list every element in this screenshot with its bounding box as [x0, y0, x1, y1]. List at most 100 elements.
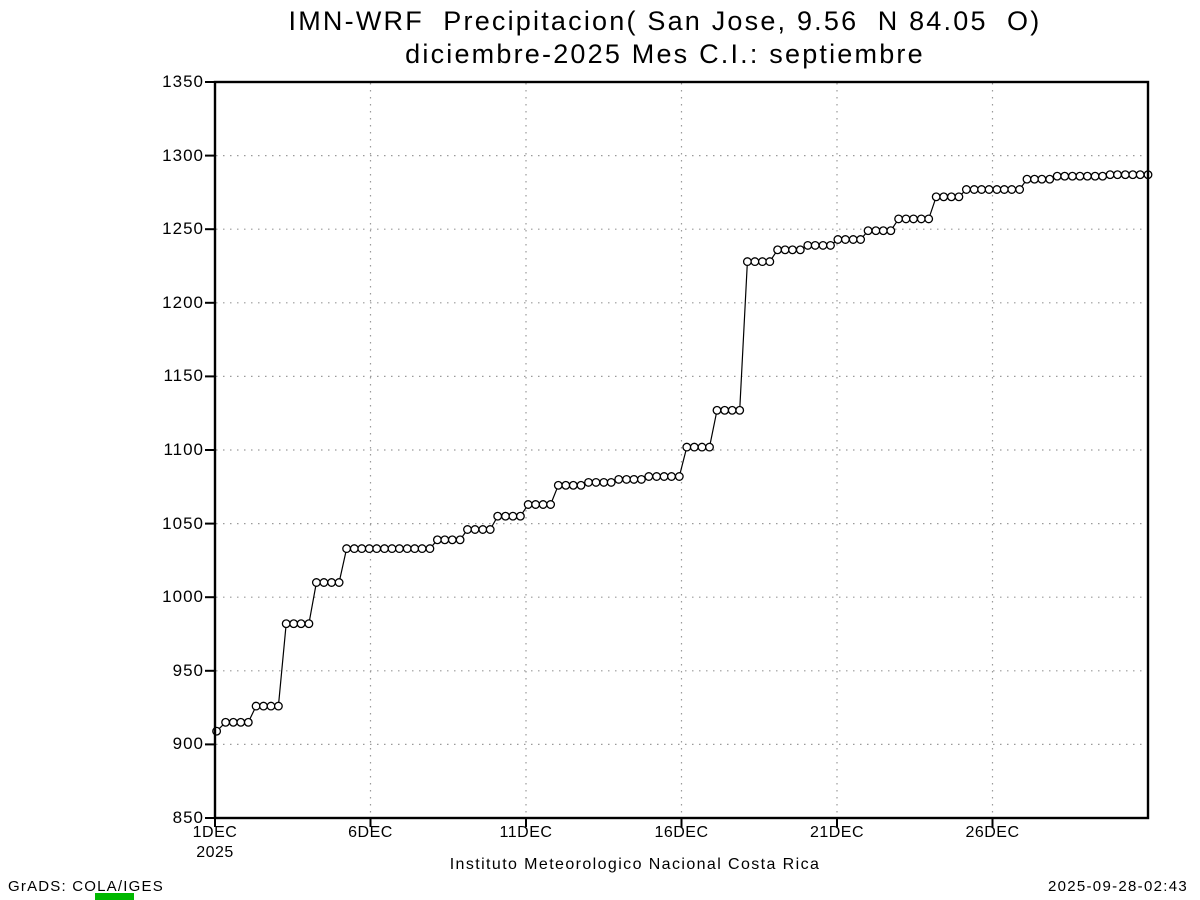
data-point-marker [342, 544, 352, 554]
data-point-marker [1082, 171, 1092, 181]
data-point-marker [576, 480, 586, 490]
data-point-marker [538, 500, 548, 509]
data-point-marker [1128, 170, 1138, 180]
data-point-marker [795, 245, 805, 255]
data-point-marker [296, 619, 306, 629]
generated-timestamp: 2025-09-28-02:43 [1047, 878, 1188, 895]
data-point-marker [508, 511, 518, 521]
data-point-marker [1105, 170, 1115, 180]
data-point-marker [273, 701, 283, 711]
data-point-marker [705, 442, 714, 452]
data-point-marker [674, 472, 684, 481]
data-point-marker [599, 477, 609, 487]
data-point-marker [946, 192, 956, 202]
y-tick-label: 1150 [163, 366, 204, 386]
data-point-marker [606, 477, 616, 487]
data-point-marker [667, 472, 676, 481]
data-point-marker [833, 235, 843, 244]
x-tick-label: 21DEC [809, 824, 865, 841]
data-point-marker [410, 544, 420, 554]
data-point-marker [773, 245, 783, 255]
data-point-marker [221, 717, 231, 727]
data-point-marker [826, 240, 835, 250]
data-point-marker [727, 405, 737, 415]
data-point-marker [735, 405, 745, 415]
data-point-marker [1052, 171, 1062, 181]
x-tick-label: 26DEC [965, 824, 1020, 841]
data-point-marker [266, 701, 276, 711]
data-point-marker [493, 511, 503, 521]
x-tick-label: 11DEC [499, 824, 553, 841]
data-point-marker [561, 480, 571, 490]
data-point-marker [871, 226, 881, 236]
data-point-marker [788, 245, 797, 255]
data-point-marker [954, 192, 964, 202]
data-point-marker [281, 619, 291, 629]
data-point-marker [1090, 171, 1100, 181]
data-point-marker [327, 578, 337, 587]
data-point-marker [228, 717, 238, 727]
data-point-marker [614, 474, 624, 484]
grads-stamp [95, 893, 134, 900]
data-point-marker [470, 525, 480, 534]
data-point-marker [1060, 171, 1070, 181]
data-point-marker [387, 544, 397, 554]
data-point-marker [878, 226, 888, 236]
data-point-marker [856, 235, 866, 244]
data-point-marker [750, 257, 760, 267]
data-point-marker [425, 544, 435, 554]
data-point-marker [742, 257, 752, 267]
data-point-marker [417, 544, 427, 554]
data-point-marker [916, 214, 926, 224]
data-point-marker [515, 511, 525, 521]
data-point-marker [1030, 174, 1039, 184]
x-tick-label: 1DEC 2025 [170, 824, 260, 862]
chart-subtitle: diciembre-2025 Mes C.I.: septiembre [405, 39, 925, 69]
x-tick-label: 6DEC [348, 824, 393, 841]
data-point-marker [334, 578, 344, 587]
data-point-marker [243, 717, 253, 727]
data-point-marker [720, 405, 730, 415]
data-point-marker [1098, 171, 1108, 181]
data-point-marker [697, 442, 707, 452]
data-point-marker [372, 544, 382, 554]
data-point-marker [289, 619, 299, 629]
data-point-marker [894, 214, 904, 224]
data-point-marker [622, 474, 631, 484]
data-point-marker [546, 500, 556, 509]
y-tick-label: 850 [172, 808, 204, 827]
data-point-marker [402, 544, 412, 554]
data-point-marker [447, 535, 457, 545]
x-tick-label: 16DEC [654, 824, 709, 841]
data-point-marker [432, 535, 442, 545]
data-point-marker [357, 544, 367, 554]
y-tick-label: 950 [172, 660, 204, 680]
data-point-marker [780, 245, 790, 255]
y-tick-label: 900 [172, 734, 204, 754]
data-point-marker [712, 405, 722, 415]
data-point-marker [803, 240, 813, 250]
data-point-marker [463, 525, 472, 534]
x-axis-year-label: 2025 [196, 844, 234, 861]
data-point-marker [652, 472, 662, 481]
x-axis-caption: Instituto Meteorologico Nacional Costa R… [449, 856, 821, 873]
data-point-marker [992, 185, 1002, 194]
data-point-marker [591, 477, 601, 487]
data-point-marker [924, 214, 934, 224]
data-point-marker [1045, 174, 1055, 184]
data-point-marker [757, 257, 767, 267]
data-point-marker [682, 442, 692, 452]
data-point-marker [304, 619, 314, 629]
data-point-marker [886, 226, 896, 236]
data-point-marker [1037, 174, 1047, 184]
data-point-marker [636, 474, 646, 484]
data-point-marker [236, 717, 246, 727]
y-tick-label: 1100 [163, 440, 204, 459]
data-point-marker [455, 535, 465, 545]
data-point-marker [1007, 185, 1017, 194]
data-point-marker [1022, 174, 1032, 184]
data-point-marker [531, 500, 541, 509]
data-point-marker [394, 544, 404, 554]
